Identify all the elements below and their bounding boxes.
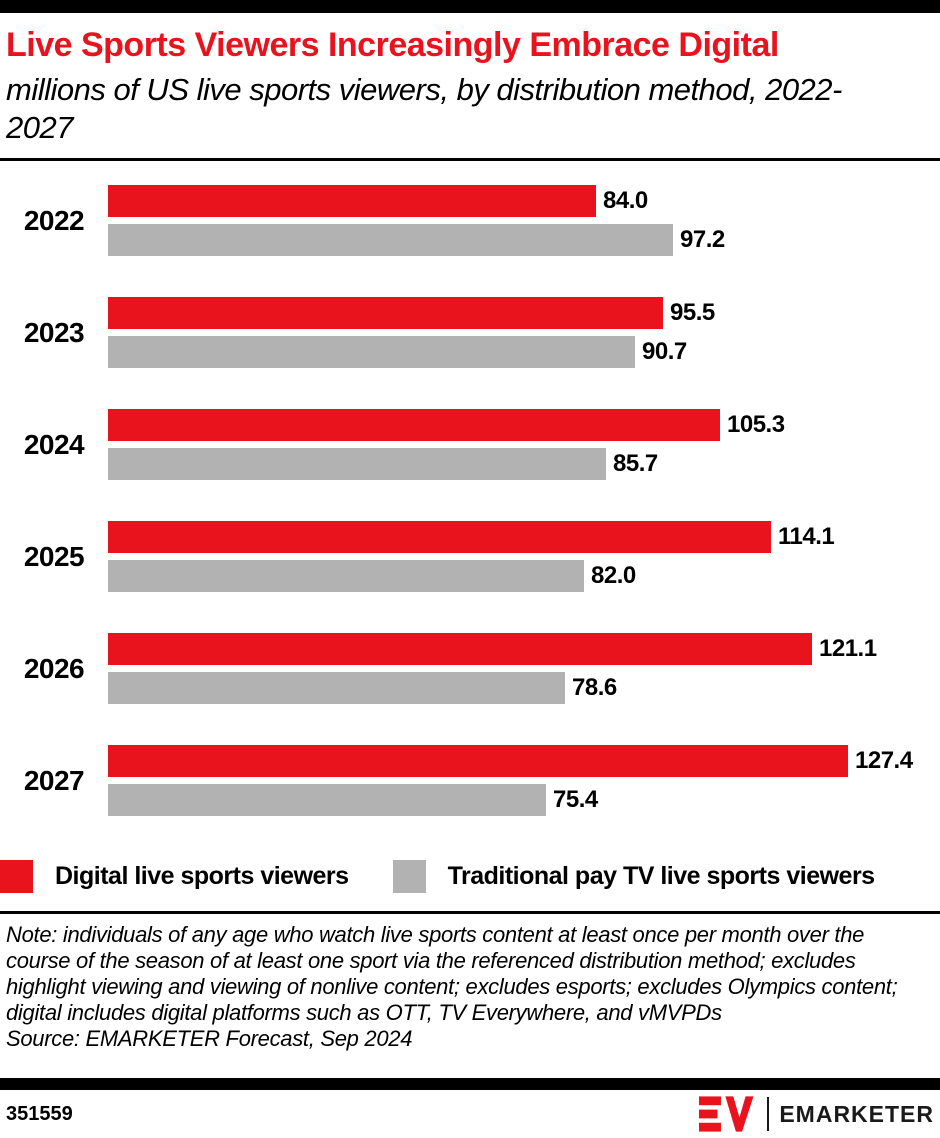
year-bars: 114.1 82.0: [108, 521, 940, 592]
page-title: Live Sports Viewers Increasingly Embrace…: [6, 26, 779, 64]
bar-chart: 2022 84.0 97.2 2023 95.5 90.7 2024: [0, 161, 940, 816]
digital-bar: [108, 185, 596, 217]
year-group: 2027 127.4 75.4: [0, 745, 940, 816]
emarketer-wordmark: EMARKETER: [779, 1100, 934, 1127]
traditional-bar-row: 82.0: [108, 560, 940, 592]
traditional-bar: [108, 784, 546, 816]
emarketer-logo: EMARKETER: [699, 1094, 934, 1134]
note-text: Note: individuals of any age who watch l…: [6, 922, 898, 1025]
year-bars: 121.1 78.6: [108, 633, 940, 704]
digital-bar-row: 95.5: [108, 297, 940, 329]
traditional-bar: [108, 336, 635, 368]
traditional-bar-row: 78.6: [108, 672, 940, 704]
year-group: 2024 105.3 85.7: [0, 409, 940, 480]
traditional-bar: [108, 672, 565, 704]
legend-label: Traditional pay TV live sports viewers: [447, 862, 876, 890]
chart-legend: Digital live sports viewers Traditional …: [0, 860, 940, 893]
digital-bar-row: 127.4: [108, 745, 940, 777]
year-bars: 95.5 90.7: [108, 297, 940, 368]
traditional-bar: [108, 448, 606, 480]
traditional-value-label: 78.6: [572, 674, 617, 701]
year-label: 2026: [23, 652, 85, 684]
digital-value-label: 105.3: [727, 411, 785, 438]
traditional-bar-row: 85.7: [108, 448, 940, 480]
digital-value-label: 84.0: [603, 187, 648, 214]
em-logo-icon: [699, 1096, 754, 1132]
digital-bar: [108, 521, 771, 553]
legend-item: Digital live sports viewers: [0, 860, 349, 893]
traditional-value-label: 75.4: [553, 786, 598, 813]
digital-bar: [108, 633, 812, 665]
year-group: 2026 121.1 78.6: [0, 633, 940, 704]
digital-bar: [108, 745, 848, 777]
digital-bar-row: 121.1: [108, 633, 940, 665]
year-label: 2024: [23, 428, 85, 460]
traditional-value-label: 85.7: [613, 450, 658, 477]
traditional-bar-row: 97.2: [108, 224, 940, 256]
year-label: 2027: [23, 764, 85, 796]
chart-id: 351559: [6, 1102, 73, 1125]
digital-value-label: 95.5: [670, 299, 715, 326]
footer-divider-bar: [0, 1078, 940, 1090]
traditional-bar-row: 90.7: [108, 336, 940, 368]
traditional-value-label: 90.7: [642, 338, 687, 365]
year-label: 2025: [23, 540, 85, 572]
legend-swatch-icon: [0, 860, 33, 893]
digital-bar-row: 114.1: [108, 521, 940, 553]
traditional-bar-row: 75.4: [108, 784, 940, 816]
traditional-bar: [108, 224, 673, 256]
digital-bar-row: 105.3: [108, 409, 940, 441]
logo-divider: [767, 1097, 770, 1131]
source-text: Source: EMARKETER Forecast, Sep 2024: [6, 1026, 413, 1051]
year-bars: 105.3 85.7: [108, 409, 940, 480]
year-group: 2022 84.0 97.2: [0, 185, 940, 256]
year-bars: 84.0 97.2: [108, 185, 940, 256]
digital-bar: [108, 297, 663, 329]
digital-value-label: 127.4: [855, 747, 913, 774]
footnote-section: Note: individuals of any age who watch l…: [0, 914, 940, 1052]
chart-header: Live Sports Viewers Increasingly Embrace…: [0, 13, 940, 158]
year-label: 2023: [23, 316, 85, 348]
year-label: 2022: [23, 204, 85, 236]
footnote-rule: [0, 911, 940, 914]
digital-value-label: 121.1: [819, 635, 877, 662]
year-group: 2025 114.1 82.0: [0, 521, 940, 592]
page-subtitle: millions of US live sports viewers, by d…: [6, 72, 842, 145]
page-footer: 351559 EMARKETER: [0, 1078, 940, 1138]
digital-bar-row: 84.0: [108, 185, 940, 217]
traditional-value-label: 97.2: [680, 226, 725, 253]
legend-swatch-icon: [392, 860, 426, 893]
year-bars: 127.4 75.4: [108, 745, 940, 816]
legend-item: Traditional pay TV live sports viewers: [392, 860, 876, 893]
digital-value-label: 114.1: [778, 523, 835, 550]
top-divider-bar: [0, 0, 940, 13]
year-group: 2023 95.5 90.7: [0, 297, 940, 368]
traditional-value-label: 82.0: [591, 562, 636, 589]
legend-label: Digital live sports viewers: [55, 862, 349, 890]
header-rule: [0, 158, 940, 161]
traditional-bar: [108, 560, 584, 592]
digital-bar: [108, 409, 720, 441]
